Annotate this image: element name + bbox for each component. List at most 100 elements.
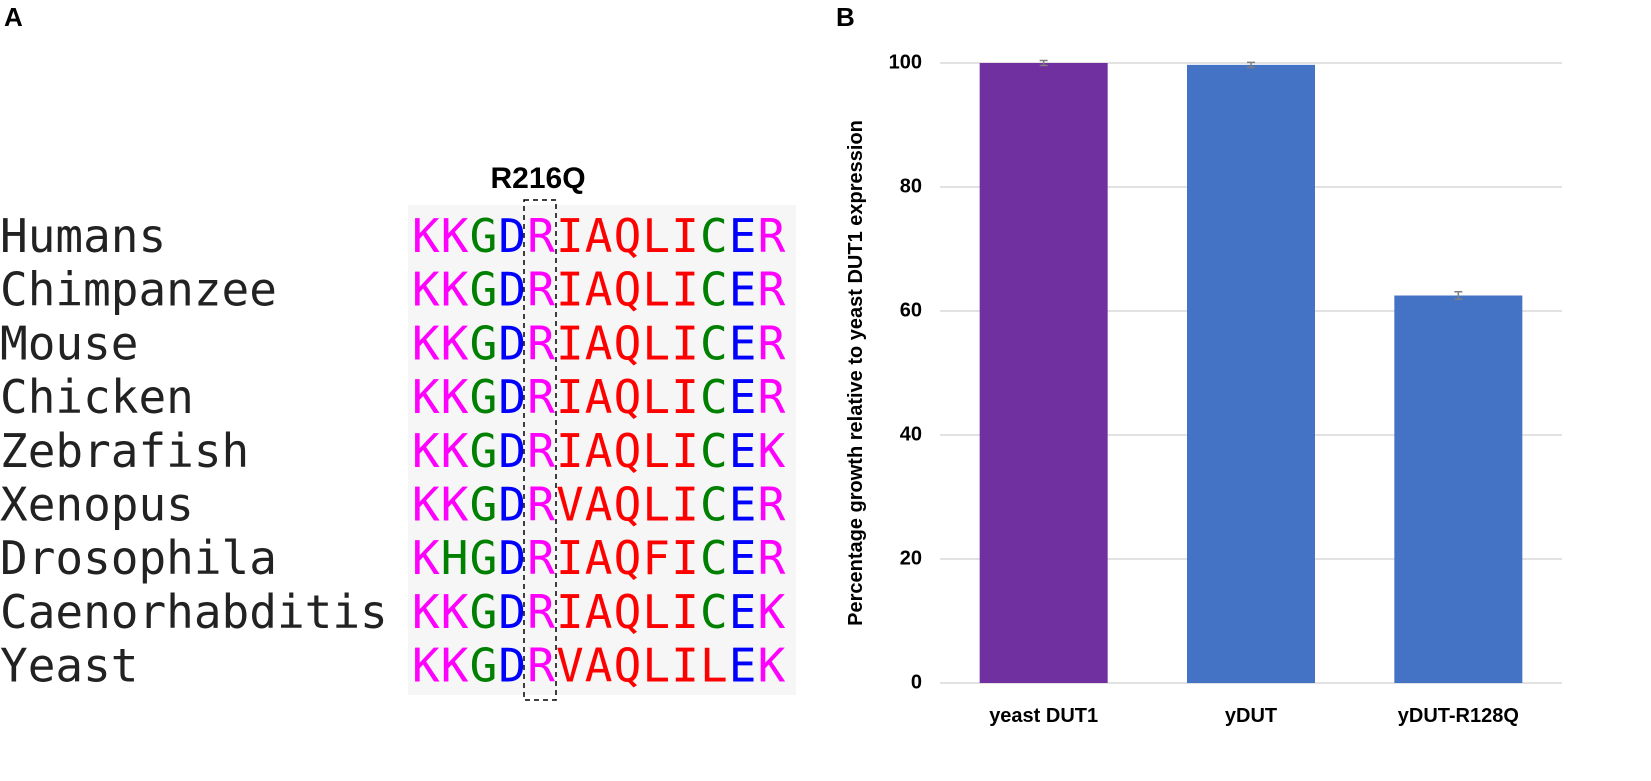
residue: H — [441, 531, 469, 585]
residue: K — [441, 585, 469, 639]
sequence: KKGDRIAQLICER — [412, 370, 786, 424]
residue: A — [585, 639, 613, 693]
residue: D — [498, 585, 526, 639]
residue: K — [412, 370, 440, 424]
residue: G — [470, 370, 498, 424]
residue: D — [498, 531, 526, 585]
x-tick-label: yDUT-R128Q — [1398, 705, 1519, 727]
residue: I — [671, 585, 699, 639]
residue: K — [412, 585, 440, 639]
residue: G — [470, 531, 498, 585]
residue: E — [729, 263, 757, 317]
residue: I — [671, 424, 699, 478]
y-tick-label: 0 — [911, 671, 922, 693]
sequence: KHGDRIAQFICER — [412, 531, 786, 585]
residue: A — [585, 424, 613, 478]
residue: R — [758, 209, 786, 263]
residue: G — [470, 316, 498, 370]
residue: K — [441, 316, 469, 370]
residue: Q — [614, 209, 642, 263]
residue: D — [498, 370, 526, 424]
y-tick-label: 40 — [900, 423, 922, 445]
residue: A — [585, 478, 613, 532]
panel-label: A — [4, 2, 23, 32]
residue: E — [729, 370, 757, 424]
residue: D — [498, 316, 526, 370]
x-tick-label: yeast DUT1 — [989, 705, 1098, 727]
residue: C — [700, 209, 728, 263]
residue: L — [642, 263, 670, 317]
residue: C — [700, 531, 728, 585]
residue: R — [758, 316, 786, 370]
species-name: Chimpanzee — [0, 263, 277, 317]
residue: I — [556, 316, 584, 370]
residue: A — [585, 263, 613, 317]
residue: G — [470, 639, 498, 693]
residue: E — [729, 424, 757, 478]
residue: L — [642, 639, 670, 693]
residue: K — [758, 639, 786, 693]
residue: C — [700, 316, 728, 370]
residue: I — [671, 209, 699, 263]
residue: R — [758, 531, 786, 585]
residue: C — [700, 370, 728, 424]
y-tick-label: 80 — [900, 175, 922, 197]
bar — [1187, 64, 1315, 684]
residue: I — [671, 316, 699, 370]
residue: K — [758, 424, 786, 478]
residue: K — [441, 478, 469, 532]
residue: E — [729, 209, 757, 263]
residue: I — [556, 585, 584, 639]
residue: D — [498, 209, 526, 263]
residue: K — [412, 531, 440, 585]
residue: I — [556, 424, 584, 478]
residue: R — [527, 209, 555, 263]
residue: G — [470, 585, 498, 639]
species-name: Xenopus — [0, 478, 194, 532]
residue: C — [700, 263, 728, 317]
residue: Q — [614, 531, 642, 585]
residue: I — [671, 478, 699, 532]
highlight-box — [523, 199, 557, 701]
residue: F — [642, 531, 670, 585]
residue: V — [556, 478, 584, 532]
residue: R — [527, 478, 555, 532]
sequence: KKGDRIAQLICEK — [412, 424, 786, 478]
residue: A — [585, 209, 613, 263]
error-bar — [1039, 59, 1048, 67]
residue: K — [412, 478, 440, 532]
sequence: KKGDRVAQLILEK — [412, 639, 786, 693]
residue: Q — [614, 263, 642, 317]
residue: G — [470, 209, 498, 263]
residue: C — [700, 585, 728, 639]
residue: I — [556, 263, 584, 317]
residue: K — [412, 424, 440, 478]
residue: I — [556, 370, 584, 424]
residue: D — [498, 424, 526, 478]
residue: E — [729, 639, 757, 693]
residue: E — [729, 316, 757, 370]
residue: G — [470, 478, 498, 532]
residue: I — [556, 209, 584, 263]
species-name: Drosophila — [0, 531, 277, 585]
error-bar — [1454, 291, 1463, 300]
sequence: KKGDRIAQLICEK — [412, 585, 786, 639]
residue: L — [642, 585, 670, 639]
residue: K — [441, 263, 469, 317]
residue: I — [671, 370, 699, 424]
sequence: KKGDRIAQLICER — [412, 209, 786, 263]
sequence: KKGDRIAQLICER — [412, 316, 786, 370]
residue: R — [758, 263, 786, 317]
error-bar — [1247, 61, 1255, 69]
residue: R — [527, 263, 555, 317]
residue: R — [527, 639, 555, 693]
residue: I — [671, 263, 699, 317]
sequence: KKGDRVAQLICER — [412, 478, 786, 532]
residue: L — [642, 209, 670, 263]
residue: K — [412, 639, 440, 693]
y-tick-label: 100 — [889, 51, 922, 73]
y-tick-label: 60 — [900, 299, 922, 321]
residue: K — [441, 424, 469, 478]
